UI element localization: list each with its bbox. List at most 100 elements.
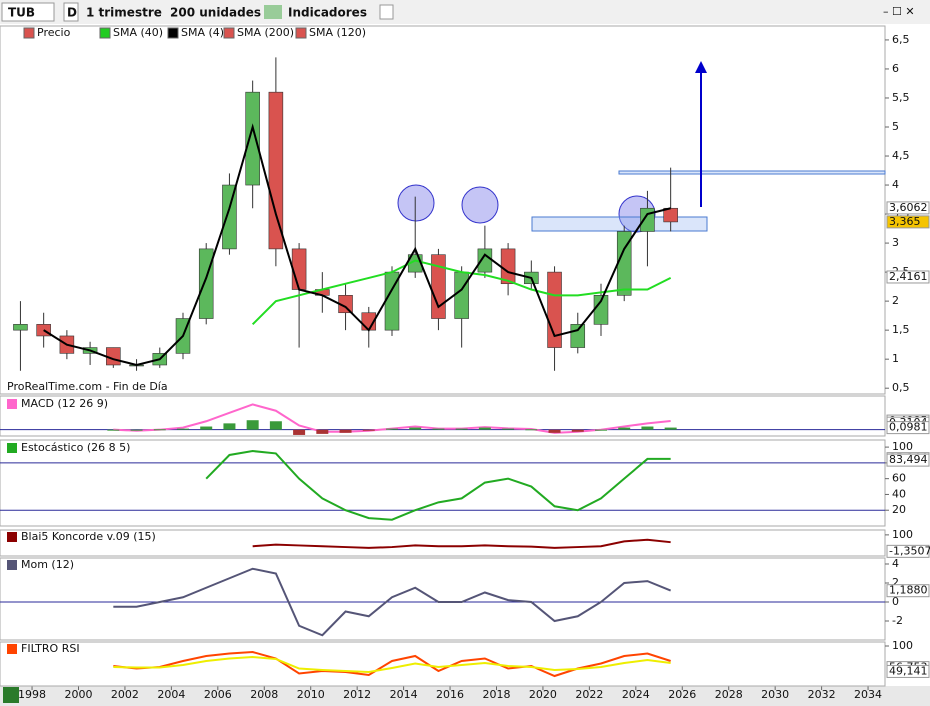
indicators[interactable]: Indicadores [288,6,367,20]
series-line [113,650,671,678]
x-tick-label: 2022 [575,688,603,701]
histogram-bar [502,428,515,430]
series-line [113,567,672,637]
annotation-circle [397,184,435,222]
timeframe[interactable]: 1 trimestre [86,6,162,20]
x-tick-label: 2014 [390,688,418,701]
histogram-bar [594,429,607,431]
series-line [113,655,671,674]
legend-swatch [99,27,111,39]
price-marker [886,453,930,467]
info-button[interactable] [379,4,394,20]
legend-label: SMA (120) [309,26,366,39]
legend-label: SMA (200) [237,26,294,39]
histogram-bar [246,420,259,430]
period-flag[interactable]: D [67,6,77,20]
indicator-title: Mom (12) [21,558,74,571]
histogram-bar [385,428,398,430]
indicator-title: MACD (12 26 9) [21,397,108,410]
y-tick-label: 5 [892,120,899,133]
y-tick-label: 2 [892,576,899,589]
histogram-bar [107,429,120,431]
source: ProRealTime.com - Fin de Día [7,380,168,393]
legend-swatch [167,27,179,39]
candle-body [291,248,307,290]
candle-body [268,91,284,250]
histogram-bar [293,429,306,435]
y-tick-label: 6,5 [892,33,910,46]
legend-swatch [295,27,307,39]
x-tick-label: 2006 [204,688,232,701]
histogram-bar [478,427,491,430]
scroll-button[interactable] [3,687,19,703]
histogram-bar [223,423,236,430]
y-tick-label: -2 [892,614,903,627]
annotation-zone [531,216,708,232]
x-tick-label: 2004 [157,688,185,701]
price-marker [886,584,930,598]
indicator-icon [7,532,17,542]
candle-body [13,324,28,331]
indicator-icon [7,644,17,654]
candle-body [245,91,260,186]
candle-body [431,254,446,319]
annotation-circle [461,186,499,224]
x-tick-label: 2008 [250,688,278,701]
symbol[interactable]: TUB [8,6,35,20]
price-marker [886,215,930,229]
symbol-box[interactable] [1,2,55,22]
x-tick-label: 1998 [18,688,46,701]
price-marker [886,664,930,678]
candle-body [222,184,237,250]
x-tick-label: 2012 [343,688,371,701]
x-tick-label: 2018 [482,688,510,701]
y-tick-label: 60 [892,472,906,485]
histogram-bar [316,429,329,434]
series-line [43,123,671,367]
indicator-icon [7,399,17,409]
indicator-icon [7,443,17,453]
price-marker-label: 3,6062 [889,201,928,214]
y-tick-label: 4 [892,178,899,191]
y-tick-label: 3 [892,236,899,249]
window-buttons[interactable]: – ☐ ✕ [883,5,915,18]
indicator-panel [0,557,886,641]
histogram-bar [269,421,282,430]
histogram-bar [362,429,375,431]
price-marker [886,201,930,215]
y-tick-label: 1 [892,352,899,365]
indicator-panel [0,641,886,687]
indicator-panel [0,395,886,437]
y-tick-label: 0 [892,595,899,608]
series-line [252,538,671,549]
x-axis-strip [0,686,930,706]
y-tick-label: 4,5 [892,149,910,162]
price-marker [886,270,930,284]
x-tick-label: 2002 [111,688,139,701]
x-tick-label: 2016 [436,688,464,701]
histogram-bar [571,429,584,432]
y-tick-label: 4 [892,557,899,570]
histogram-bar [130,429,143,431]
x-tick-label: 2026 [668,688,696,701]
legend-label: SMA (4) [181,26,224,39]
series-line [251,259,672,326]
period-box[interactable] [63,2,79,22]
histogram-bar [432,428,445,430]
price-marker-label: 2,4161 [889,270,928,283]
units[interactable]: 200 unidades [170,6,261,20]
x-tick-label: 2032 [808,688,836,701]
candle-body [106,347,121,366]
legend-swatch [23,27,35,39]
histogram-bar [525,429,538,431]
indicators-icon[interactable] [264,5,282,19]
legend-label: SMA (40) [113,26,163,39]
price-marker-label: -1,3507 [889,544,930,557]
y-tick-label: 1,5 [892,323,910,336]
y-tick-label: 20 [892,503,906,516]
y-tick-label: 0,5 [892,381,910,394]
price-marker [886,544,930,558]
legend-label: Precio [37,26,71,39]
x-tick-label: 2010 [297,688,325,701]
